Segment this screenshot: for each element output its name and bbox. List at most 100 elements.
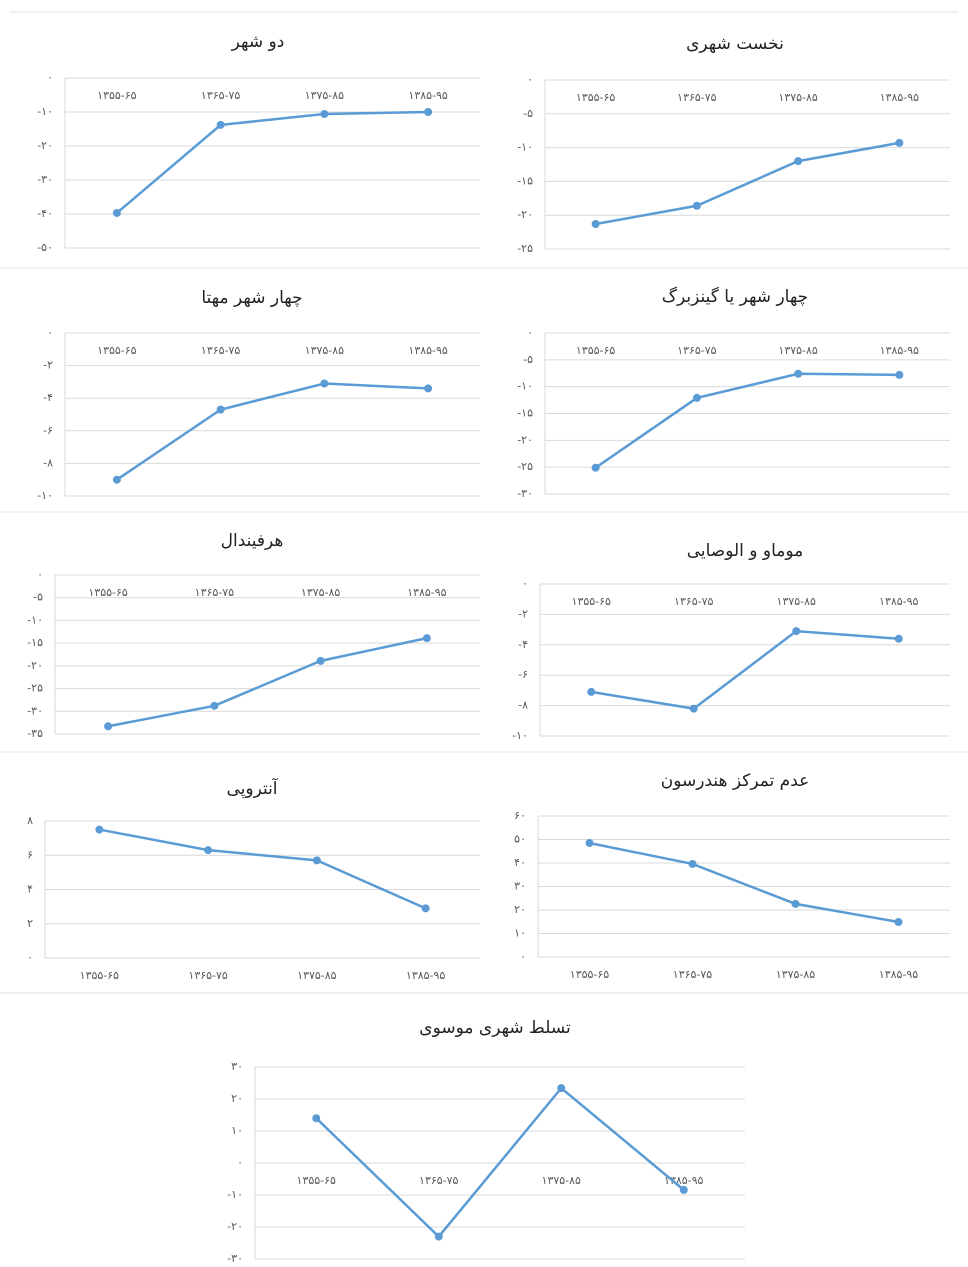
y-tick-label: -۲۰ bbox=[27, 659, 43, 672]
data-point bbox=[791, 899, 800, 908]
y-tick-label: -۳۰ bbox=[517, 487, 533, 500]
y-tick-label: ۲۰ bbox=[514, 903, 526, 916]
x-tick-label: ۱۳۶۵-۷۵ bbox=[188, 969, 228, 982]
y-tick-label: -۱۵ bbox=[517, 174, 533, 187]
y-tick-label: -۳۰ bbox=[37, 173, 53, 186]
data-point bbox=[679, 1185, 688, 1194]
x-tick-label: ۱۳۵۵-۶۵ bbox=[297, 1174, 337, 1187]
y-tick-label: -۱۰ bbox=[27, 613, 43, 626]
data-point bbox=[794, 369, 803, 378]
y-tick-label: -۱۵ bbox=[517, 407, 533, 420]
data-point bbox=[692, 393, 701, 402]
y-tick-label: -۴۰ bbox=[37, 207, 53, 220]
y-tick-label: ۶ bbox=[27, 848, 33, 861]
chart-title: هرفیندال bbox=[221, 531, 284, 551]
x-tick-label: ۱۳۵۵-۶۵ bbox=[97, 344, 137, 357]
data-point bbox=[316, 656, 325, 665]
data-point bbox=[95, 825, 104, 834]
x-tick-label: ۱۳۵۵-۶۵ bbox=[97, 89, 137, 102]
chart-title: چهار شهر مهتا bbox=[201, 288, 302, 308]
y-tick-label: -۲۰ bbox=[37, 139, 53, 152]
x-tick-label: ۱۳۵۵-۶۵ bbox=[572, 595, 612, 608]
y-tick-label: ۰ bbox=[527, 326, 533, 339]
data-point bbox=[895, 370, 904, 379]
data-point bbox=[557, 1084, 566, 1093]
data-line bbox=[116, 382, 429, 481]
y-tick-label: ۲۰ bbox=[231, 1092, 243, 1105]
x-tick-label: ۱۳۷۵-۸۵ bbox=[778, 344, 818, 357]
data-point bbox=[312, 1114, 321, 1123]
data-point bbox=[320, 379, 329, 388]
x-tick-label: ۱۳۷۵-۸۵ bbox=[301, 586, 341, 599]
data-point bbox=[421, 904, 430, 913]
y-tick-label: ۳۰ bbox=[231, 1060, 243, 1073]
x-tick-label: ۱۳۸۵-۹۵ bbox=[406, 969, 446, 982]
y-tick-label: -۲۵ bbox=[27, 682, 43, 695]
data-point bbox=[210, 701, 219, 710]
y-tick-label: -۱۰ bbox=[227, 1188, 243, 1201]
y-tick-label: -۱۰ bbox=[37, 105, 53, 118]
data-point bbox=[112, 208, 121, 217]
chart-title: عدم تمرکز هندرسون bbox=[661, 771, 810, 791]
x-tick-label: ۱۳۸۵-۹۵ bbox=[664, 1174, 704, 1187]
y-tick-label: -۵ bbox=[33, 591, 43, 604]
y-tick-label: -۲ bbox=[43, 359, 53, 372]
x-tick-label: ۱۳۸۵-۹۵ bbox=[879, 595, 919, 608]
y-tick-label: ۴ bbox=[27, 883, 33, 896]
chart-title: نخست شهری bbox=[686, 34, 784, 54]
y-tick-label: ۴۰ bbox=[514, 856, 526, 869]
y-tick-label: -۲۰ bbox=[517, 433, 533, 446]
x-tick-label: ۱۳۷۵-۸۵ bbox=[305, 344, 345, 357]
y-tick-label: -۲۵ bbox=[517, 242, 533, 255]
x-tick-label: ۱۳۸۵-۹۵ bbox=[880, 91, 920, 104]
y-tick-label: -۲۰ bbox=[227, 1220, 243, 1233]
data-point bbox=[422, 634, 431, 643]
data-point bbox=[894, 634, 903, 643]
y-tick-label: ۳۰ bbox=[514, 880, 526, 893]
data-point bbox=[591, 219, 600, 228]
x-tick-label: ۱۳۷۵-۸۵ bbox=[776, 968, 816, 981]
data-point bbox=[895, 138, 904, 147]
data-line bbox=[595, 141, 900, 226]
y-tick-label: ۰ bbox=[47, 71, 53, 84]
x-tick-label: ۱۳۸۵-۹۵ bbox=[408, 89, 448, 102]
y-tick-label: ۰ bbox=[237, 1156, 243, 1169]
y-tick-label: -۳۰ bbox=[227, 1252, 243, 1265]
data-line bbox=[594, 372, 900, 469]
data-line bbox=[589, 841, 899, 924]
data-line bbox=[116, 110, 429, 214]
y-tick-label: -۱۰ bbox=[512, 729, 528, 742]
data-point bbox=[424, 384, 433, 393]
chart-title: تسلط شهری موسوی bbox=[419, 1018, 571, 1038]
y-tick-label: ۰ bbox=[27, 951, 33, 964]
data-point bbox=[591, 463, 600, 472]
y-tick-label: -۴ bbox=[518, 638, 528, 651]
data-point bbox=[434, 1232, 443, 1241]
data-point bbox=[585, 839, 594, 848]
data-point bbox=[424, 108, 433, 116]
y-tick-label: -۶ bbox=[518, 668, 528, 681]
data-point bbox=[204, 846, 213, 855]
y-tick-label: -۳۰ bbox=[27, 704, 43, 717]
y-tick-label: ۲ bbox=[27, 917, 33, 930]
y-tick-label: ۱۰ bbox=[231, 1124, 243, 1137]
y-tick-label: ۰ bbox=[37, 568, 43, 581]
y-tick-label: -۳۵ bbox=[27, 727, 43, 740]
y-tick-label: ۰ bbox=[522, 577, 528, 590]
y-tick-label: -۵۰ bbox=[37, 241, 53, 254]
y-tick-label: ۰ bbox=[47, 326, 53, 339]
x-tick-label: ۱۳۷۵-۸۵ bbox=[778, 91, 818, 104]
x-tick-label: ۱۳۷۵-۸۵ bbox=[542, 1174, 582, 1187]
y-tick-label: -۱۰ bbox=[517, 380, 533, 393]
y-tick-label: -۱۰ bbox=[37, 489, 53, 502]
y-tick-label: -۶ bbox=[43, 424, 53, 437]
y-tick-label: -۴ bbox=[43, 391, 53, 404]
data-point bbox=[894, 917, 903, 926]
x-tick-label: ۱۳۵۵-۶۵ bbox=[88, 586, 128, 599]
x-tick-label: ۱۳۷۵-۸۵ bbox=[297, 969, 337, 982]
data-point bbox=[692, 201, 701, 210]
chart-title: چهار شهر یا گینزبرگ bbox=[662, 286, 808, 307]
x-tick-label: ۱۳۷۵-۸۵ bbox=[305, 89, 345, 102]
y-tick-label: -۱۵ bbox=[27, 636, 43, 649]
y-tick-label: -۱۰ bbox=[517, 141, 533, 154]
